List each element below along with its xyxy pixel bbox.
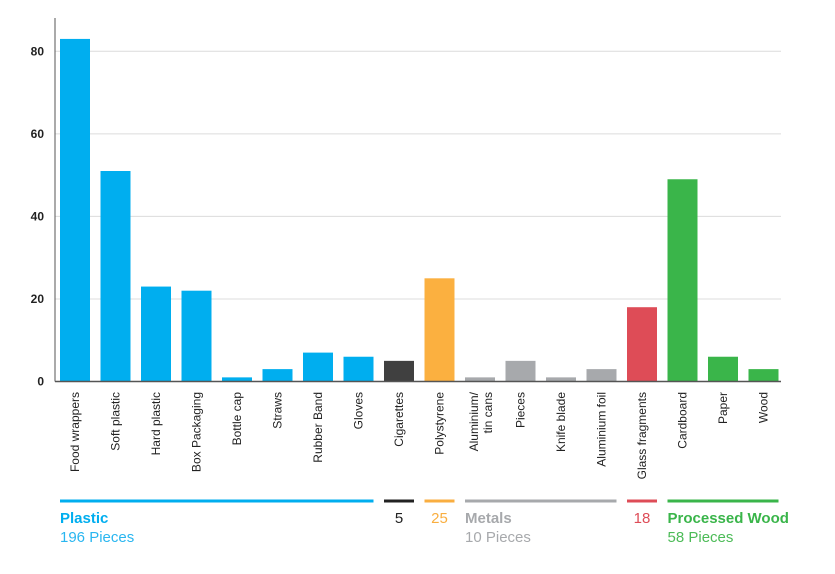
group-title-glass: 18 bbox=[634, 510, 651, 527]
svg-text:Cardboard: Cardboard bbox=[676, 392, 690, 449]
svg-text:Bottle cap: Bottle cap bbox=[230, 392, 244, 446]
y-tick-label: 40 bbox=[31, 209, 45, 223]
svg-text:Pieces: Pieces bbox=[514, 392, 528, 428]
svg-text:Glass fragments: Glass fragments bbox=[635, 392, 649, 479]
bar-aluminium-foil bbox=[586, 369, 617, 382]
svg-text:Wood: Wood bbox=[757, 392, 771, 423]
gridlines bbox=[55, 50, 781, 300]
x-tick-label: Bottle cap bbox=[230, 392, 244, 446]
bar-straws bbox=[262, 369, 293, 382]
x-tick-label: Cigarettes bbox=[392, 392, 406, 447]
group-subtitle-metals: 10 Pieces bbox=[465, 529, 531, 546]
bar-rubber-band bbox=[303, 352, 333, 382]
bar-knife-blade bbox=[546, 377, 576, 382]
y-tick-label: 80 bbox=[31, 44, 45, 58]
svg-text:Knife blade: Knife blade bbox=[554, 392, 568, 452]
bar-glass-fragments bbox=[627, 307, 657, 382]
x-tick-label: Food wrappers bbox=[68, 392, 82, 472]
svg-text:Polystyrene: Polystyrene bbox=[433, 392, 447, 455]
bar-hard-plastic bbox=[141, 286, 171, 382]
svg-text:Aluminium foil: Aluminium foil bbox=[595, 392, 609, 467]
bar-cardboard bbox=[667, 179, 698, 382]
x-tick-label: Glass fragments bbox=[635, 392, 649, 479]
bars bbox=[60, 38, 779, 382]
group-title-metals: Metals bbox=[465, 510, 512, 527]
x-tick-label: Paper bbox=[716, 392, 730, 424]
bar-food-wrappers bbox=[60, 38, 90, 382]
x-tick-label: Soft plastic bbox=[109, 392, 123, 451]
y-tick-label: 60 bbox=[31, 127, 45, 141]
y-tick-label: 0 bbox=[37, 375, 44, 389]
bar-polystyrene bbox=[424, 278, 455, 382]
group-title-polystyrene: 25 bbox=[431, 510, 448, 527]
svg-text:Rubber Band: Rubber Band bbox=[311, 392, 325, 463]
x-axis-labels: Food wrappers Soft plastic Hard plastic Box… bbox=[68, 391, 771, 479]
svg-text:Soft plastic: Soft plastic bbox=[109, 392, 123, 451]
bar-box-packaging bbox=[181, 290, 212, 382]
group-title-plastic: Plastic bbox=[60, 510, 108, 527]
svg-text:Cigarettes: Cigarettes bbox=[392, 392, 406, 447]
svg-text:Paper: Paper bbox=[716, 392, 730, 424]
bar-bottle-cap bbox=[222, 377, 252, 382]
x-tick-label: Polystyrene bbox=[433, 392, 447, 455]
group-title-wood: Processed Wood bbox=[668, 510, 789, 527]
x-tick-label: Hard plastic bbox=[149, 392, 163, 455]
x-tick-label: Aluminium/tin cans bbox=[467, 391, 495, 451]
bar-soft-plastic bbox=[100, 170, 131, 382]
svg-text:Box Packaging: Box Packaging bbox=[190, 392, 204, 472]
x-tick-label: Box Packaging bbox=[190, 392, 204, 472]
svg-text:tin cans: tin cans bbox=[481, 392, 495, 433]
bar-paper bbox=[708, 356, 738, 382]
svg-text:Aluminium/: Aluminium/ bbox=[467, 391, 481, 451]
x-tick-label: Wood bbox=[757, 392, 771, 423]
y-axis: 0 20 40 60 80 bbox=[31, 44, 45, 388]
svg-text:Straws: Straws bbox=[271, 392, 285, 429]
category-groups-legend: Plastic 196 Pieces 5 25 Metals 10 Pieces 18 Pro… bbox=[60, 499, 789, 546]
svg-text:Hard plastic: Hard plastic bbox=[149, 392, 163, 455]
bar-aluminium-tin-cans bbox=[465, 377, 495, 382]
y-tick-label: 20 bbox=[31, 292, 45, 306]
bar-gloves bbox=[343, 356, 374, 382]
group-subtitle-plastic: 196 Pieces bbox=[60, 529, 134, 546]
x-tick-label: Aluminium foil bbox=[595, 392, 609, 467]
svg-text:Gloves: Gloves bbox=[352, 392, 366, 429]
bar-pieces bbox=[505, 360, 536, 382]
x-tick-label: Cardboard bbox=[676, 392, 690, 449]
bar-cigarettes bbox=[384, 360, 414, 382]
x-tick-label: Knife blade bbox=[554, 392, 568, 452]
x-tick-label: Rubber Band bbox=[311, 392, 325, 463]
group-title-cigarettes: 5 bbox=[395, 510, 403, 527]
bar-wood bbox=[748, 369, 779, 382]
x-tick-label: Gloves bbox=[352, 392, 366, 429]
x-tick-label: Pieces bbox=[514, 392, 528, 428]
group-subtitle-wood: 58 Pieces bbox=[668, 529, 734, 546]
x-tick-label: Straws bbox=[271, 392, 285, 429]
svg-text:Food wrappers: Food wrappers bbox=[68, 392, 82, 472]
